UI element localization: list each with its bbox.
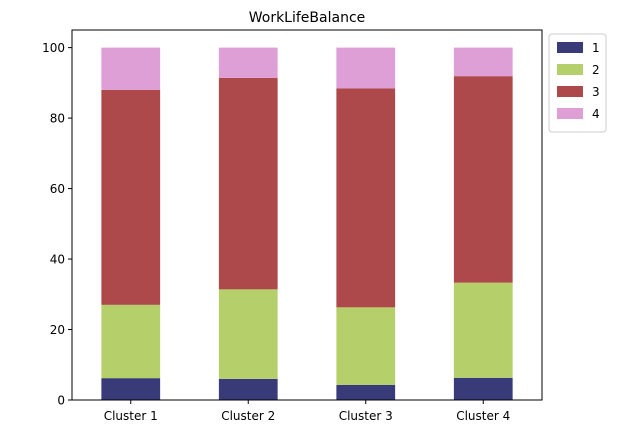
legend-swatch-2 xyxy=(557,64,583,75)
bar-segment-4-series-1 xyxy=(453,377,513,400)
bar-segment-1-series-1 xyxy=(101,378,161,400)
bars-layer xyxy=(101,47,513,400)
legend: 1 2 3 4 xyxy=(548,33,607,133)
bar-segment-1-series-4 xyxy=(101,47,161,90)
x-tick-label: Cluster 2 xyxy=(221,409,275,423)
legend-label-3: 3 xyxy=(592,85,600,99)
legend-label-1: 1 xyxy=(592,41,600,55)
bar-segment-3-series-3 xyxy=(336,88,396,308)
y-tick-label: 20 xyxy=(50,323,65,337)
legend-label-2: 2 xyxy=(592,63,600,77)
bar-segment-2-series-4 xyxy=(218,47,278,78)
y-tick-label: 0 xyxy=(57,394,65,408)
legend-swatch-1 xyxy=(557,42,583,53)
y-tick-label: 60 xyxy=(50,182,65,196)
bar-segment-2-series-2 xyxy=(218,289,278,379)
bar-segment-4-series-2 xyxy=(453,282,513,378)
legend-swatch-4 xyxy=(557,108,583,119)
legend-swatch-3 xyxy=(557,86,583,97)
legend-box xyxy=(548,33,607,133)
bar-segment-1-series-3 xyxy=(101,89,161,305)
x-tick-label: Cluster 3 xyxy=(339,409,393,423)
legend-label-4: 4 xyxy=(592,107,600,121)
y-tick-label: 100 xyxy=(42,41,65,55)
bar-segment-3-series-1 xyxy=(336,384,396,400)
bar-segment-4-series-3 xyxy=(453,76,513,283)
bar-segment-3-series-4 xyxy=(336,47,396,89)
bar-segment-3-series-2 xyxy=(336,307,396,385)
bar-segment-1-series-2 xyxy=(101,304,161,379)
plot-frame xyxy=(71,29,543,401)
y-tick-label: 40 xyxy=(50,253,65,267)
x-tick-label: Cluster 1 xyxy=(104,409,158,423)
bar-segment-2-series-1 xyxy=(218,378,278,400)
y-tick-label: 80 xyxy=(50,112,65,126)
bar-segment-2-series-3 xyxy=(218,77,278,290)
bar-segment-4-series-4 xyxy=(453,47,513,77)
chart-title: WorkLifeBalance xyxy=(249,10,366,26)
axes-layer: 0 20 40 60 80 100 Cluster 1 Cluster 2 Cluster 3 C… xyxy=(42,29,543,423)
x-tick-label: Cluster 4 xyxy=(456,409,510,423)
